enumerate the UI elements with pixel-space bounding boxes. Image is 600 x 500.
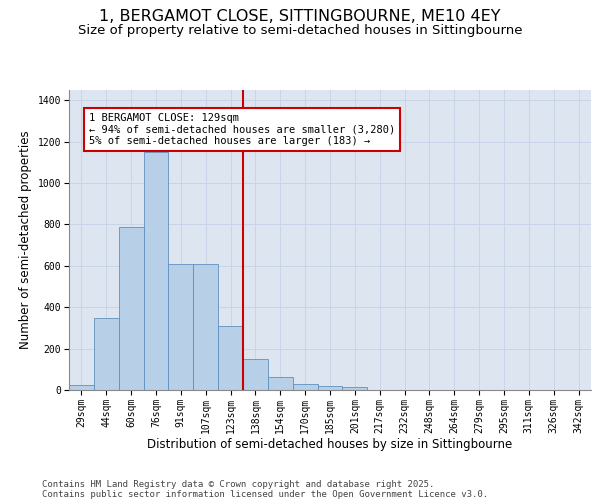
Text: 1 BERGAMOT CLOSE: 129sqm
← 94% of semi-detached houses are smaller (3,280)
5% of: 1 BERGAMOT CLOSE: 129sqm ← 94% of semi-d… <box>89 113 395 146</box>
Y-axis label: Number of semi-detached properties: Number of semi-detached properties <box>19 130 32 350</box>
Bar <box>218 326 243 390</box>
Bar <box>169 264 193 390</box>
Bar <box>243 359 268 390</box>
Bar <box>268 376 293 390</box>
Text: 1, BERGAMOT CLOSE, SITTINGBOURNE, ME10 4EY: 1, BERGAMOT CLOSE, SITTINGBOURNE, ME10 4… <box>99 9 501 24</box>
Bar <box>317 386 343 390</box>
Bar <box>119 226 143 390</box>
Bar <box>193 264 218 390</box>
Text: Contains HM Land Registry data © Crown copyright and database right 2025.
Contai: Contains HM Land Registry data © Crown c… <box>42 480 488 500</box>
Text: Size of property relative to semi-detached houses in Sittingbourne: Size of property relative to semi-detach… <box>78 24 522 37</box>
Bar <box>293 384 317 390</box>
Bar <box>94 318 119 390</box>
Bar <box>69 385 94 390</box>
X-axis label: Distribution of semi-detached houses by size in Sittingbourne: Distribution of semi-detached houses by … <box>148 438 512 452</box>
Bar <box>343 387 367 390</box>
Bar <box>143 152 169 390</box>
